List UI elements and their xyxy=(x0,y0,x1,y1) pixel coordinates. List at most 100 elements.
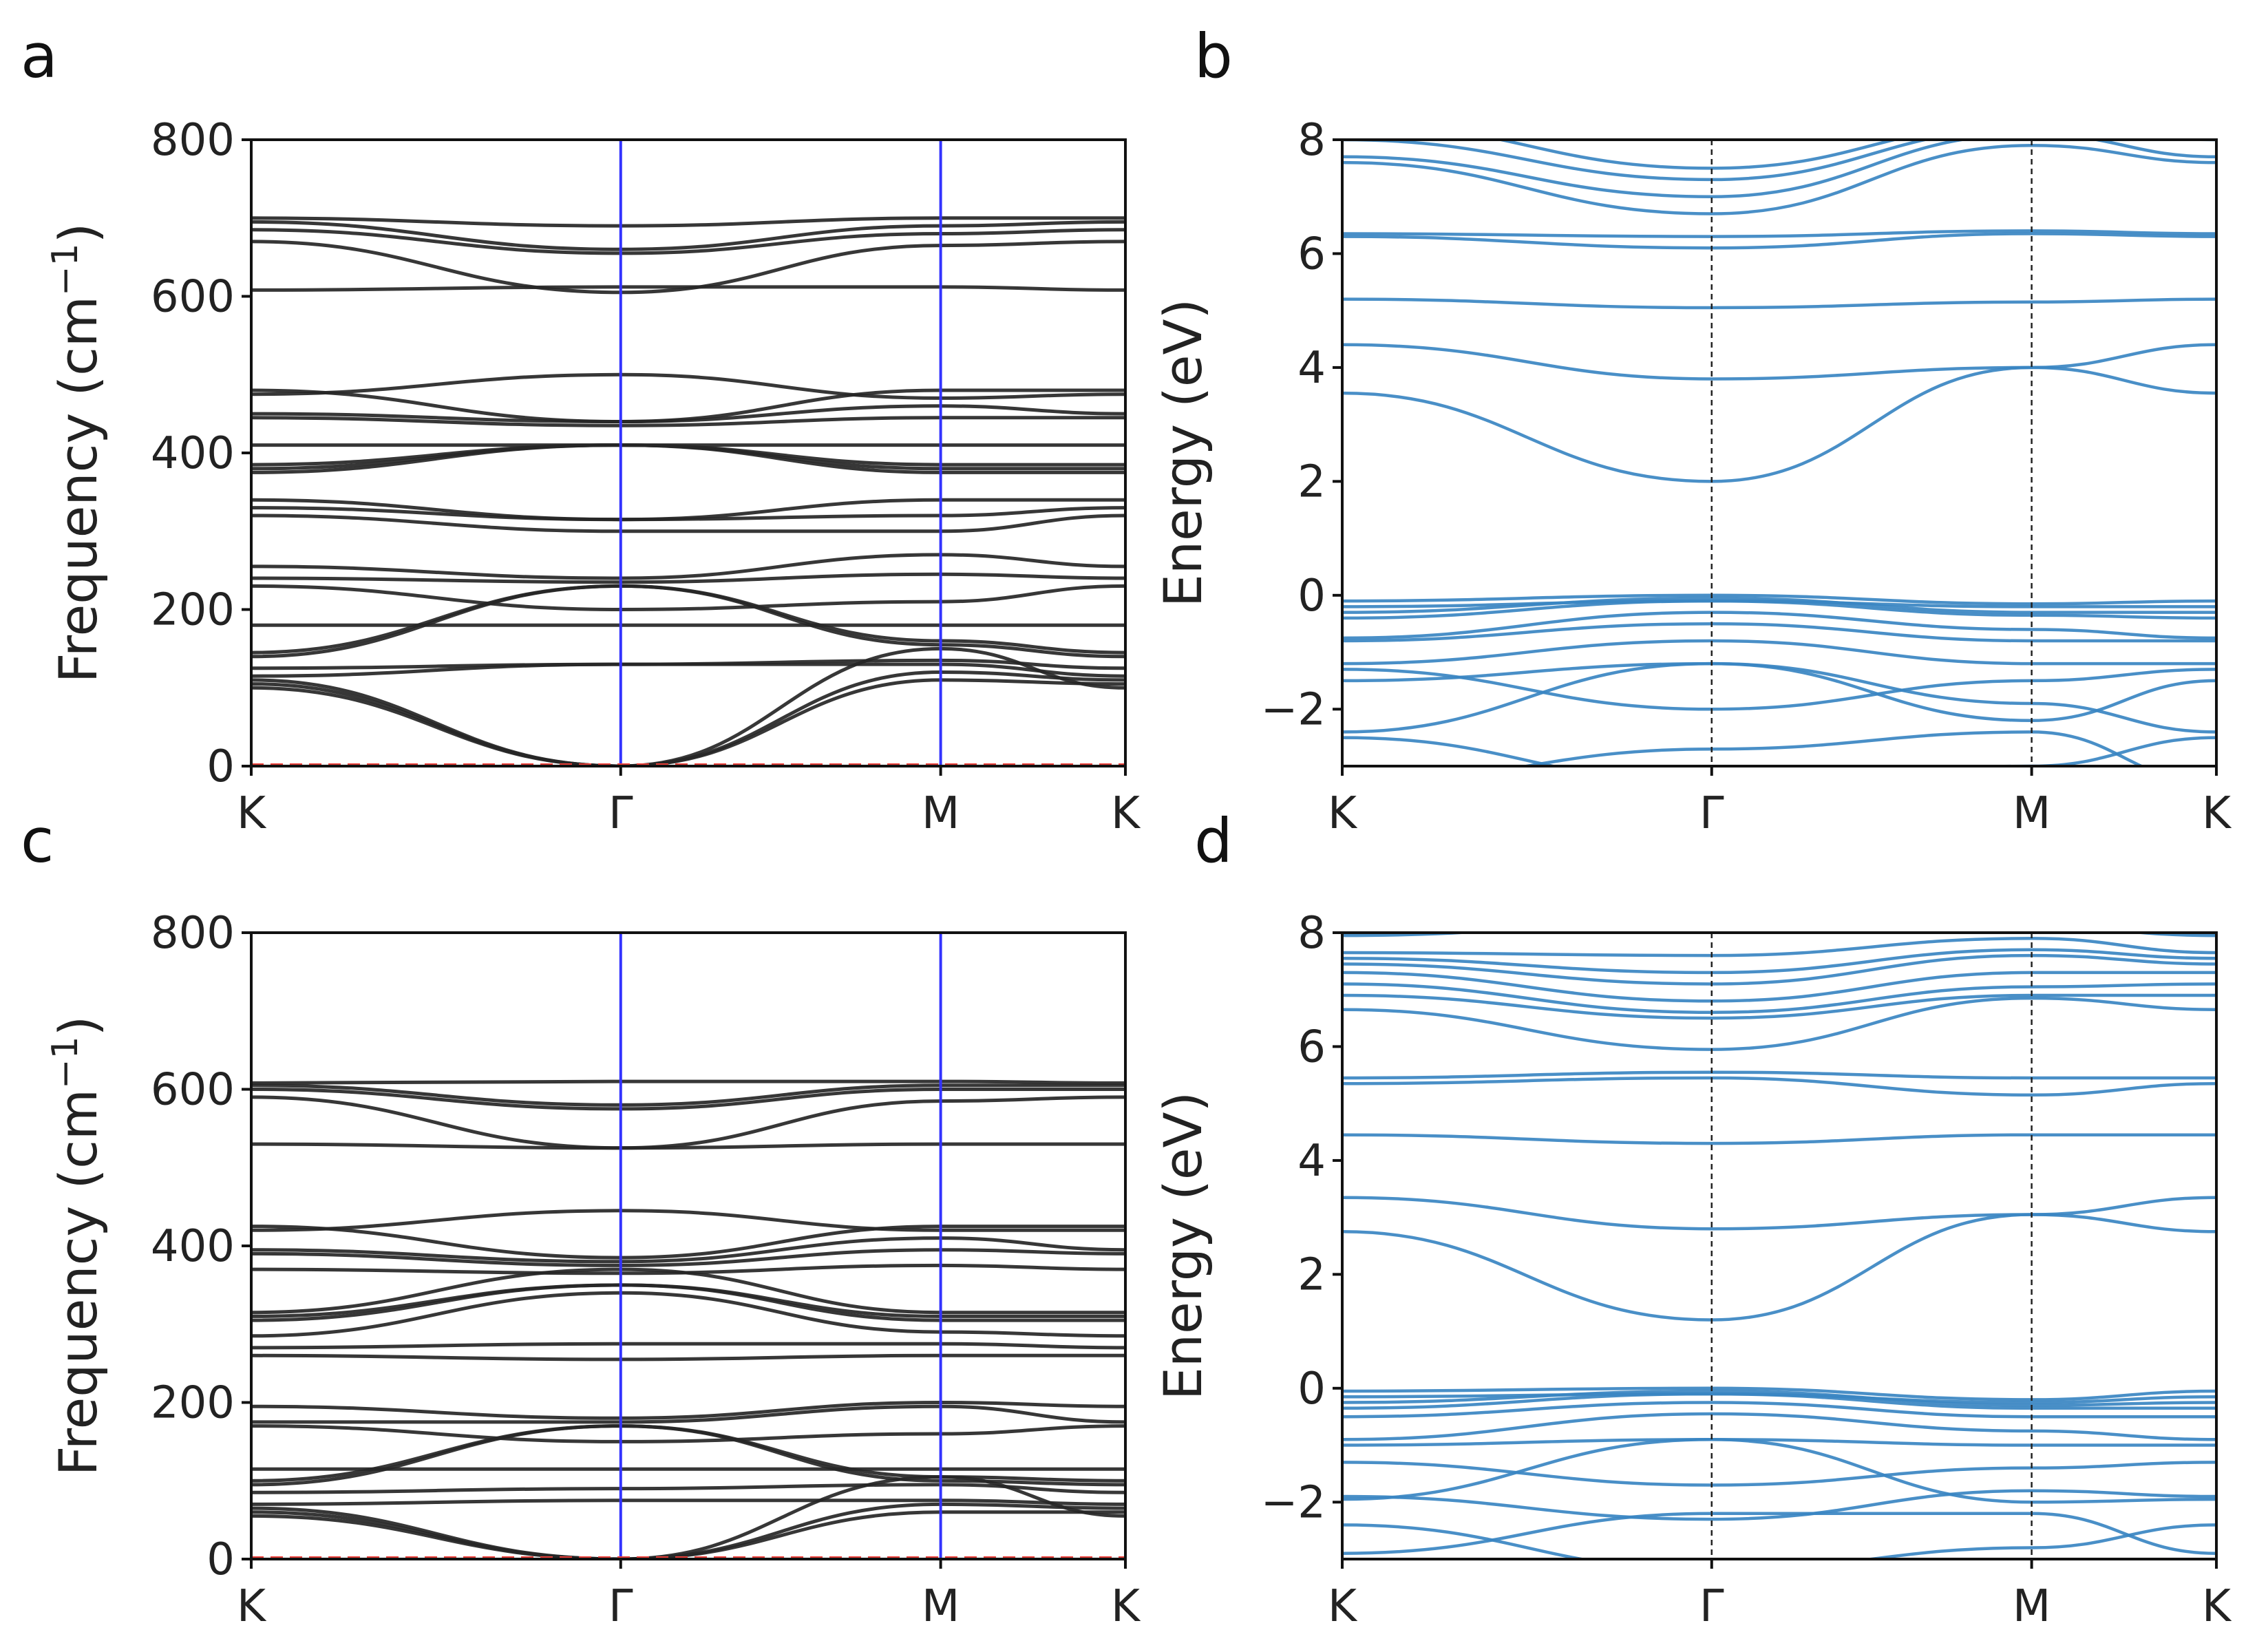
band-line-d-13 xyxy=(1342,1196,2216,1231)
axes-frame-c xyxy=(250,931,1127,1560)
x-tick-label-d-2: M xyxy=(2013,1581,2051,1632)
panel-letter-d: d xyxy=(1194,805,1233,876)
band-line-c-16 xyxy=(251,1267,1125,1315)
band-line-c-10 xyxy=(251,1400,1125,1420)
x-tick-label-c-2: M xyxy=(922,1581,960,1632)
band-line-a-10 xyxy=(251,553,1125,580)
band-line-d-16 xyxy=(1342,1070,2216,1080)
band-line-c-12 xyxy=(251,1342,1125,1350)
band-line-d-1 xyxy=(1342,1523,2216,1559)
band-lines xyxy=(251,1079,1125,1559)
band-line-d-11 xyxy=(1342,1386,2216,1401)
panel-a: a 0 200 400 600 800 K Γ M K Frequency (cm−1) xyxy=(21,21,1141,839)
band-line-a-26 xyxy=(251,216,1125,228)
band-line-c-13 xyxy=(251,1291,1125,1338)
y-tick-label-d-1: 0 xyxy=(1297,1364,1326,1415)
band-line-b-3 xyxy=(1342,661,2216,723)
y-tick-label-d-0: −2 xyxy=(1261,1477,1326,1528)
band-line-b-5 xyxy=(1342,639,2216,666)
x-tick-label-d-0: K xyxy=(1328,1581,1358,1632)
band-line-b-2 xyxy=(1342,661,2216,734)
y-tick-label-c-2: 400 xyxy=(151,1221,235,1272)
band-line-c-25 xyxy=(251,1083,1125,1107)
band-line-a-16 xyxy=(251,443,1125,467)
band-line-c-26 xyxy=(251,1079,1125,1085)
band-line-d-15 xyxy=(1342,1076,2216,1097)
panel-letter-a: a xyxy=(21,21,58,92)
band-line-a-19 xyxy=(251,404,1125,424)
y-tick-label-c-0: 0 xyxy=(206,1534,235,1585)
y-axis-label-b: Energy (eV) xyxy=(1152,299,1214,607)
band-line-a-22 xyxy=(251,285,1125,292)
panel-b: b −2 0 2 4 6 8 K Γ M K Energy (eV) xyxy=(1152,21,2232,839)
band-line-c-21 xyxy=(251,1225,1125,1260)
y-tick-label-a-3: 600 xyxy=(151,272,235,323)
y-axis-label-d: Energy (eV) xyxy=(1152,1092,1214,1400)
band-line-d-3 xyxy=(1342,1489,2216,1521)
band-line-d-0 xyxy=(1342,1512,2216,1555)
band-line-d-4 xyxy=(1342,1461,2216,1487)
band-line-d-22 xyxy=(1342,948,2216,975)
x-tick-label-a-1: Γ xyxy=(608,788,633,839)
band-line-a-1 xyxy=(251,678,1125,766)
band-line-d-21 xyxy=(1342,953,2216,986)
band-line-b-13 xyxy=(1342,343,2216,381)
band-line-d-2 xyxy=(1342,1438,2216,1504)
band-line-d-6 xyxy=(1342,1412,2216,1441)
band-line-a-8 xyxy=(251,584,1125,612)
band-line-d-10 xyxy=(1342,1392,2216,1404)
band-line-b-0 xyxy=(1517,730,2145,766)
x-tick-label-c-3: K xyxy=(1111,1581,1141,1632)
band-line-b-7 xyxy=(1342,611,2216,640)
y-tick-label-c-4: 800 xyxy=(151,908,235,959)
y-tick-label-a-2: 400 xyxy=(151,428,235,479)
band-line-a-9 xyxy=(251,572,1125,584)
y-tick-label-b-0: −2 xyxy=(1261,684,1326,735)
band-line-d-5 xyxy=(1342,1438,2216,1447)
band-line-c-8 xyxy=(251,1424,1125,1443)
y-tick-label-c-1: 200 xyxy=(151,1378,235,1429)
y-axis-label-c: Frequency (cm−1) xyxy=(45,1016,109,1476)
band-line-b-12 xyxy=(1342,366,2216,483)
x-tick-label-a-0: K xyxy=(237,788,267,839)
y-tick-label-a-4: 800 xyxy=(151,115,235,166)
band-line-c-3 xyxy=(251,1499,1125,1506)
band-line-d-23 xyxy=(1342,937,2216,957)
band-line-a-0 xyxy=(251,646,1125,766)
y-tick-label-a-0: 0 xyxy=(206,741,235,792)
band-line-c-0 xyxy=(251,1475,1125,1559)
x-tick-label-b-2: M xyxy=(2013,788,2051,839)
band-line-b-1 xyxy=(1342,736,2216,766)
x-tick-label-d-3: K xyxy=(2202,1581,2232,1632)
band-line-d-20 xyxy=(1342,971,2216,1003)
x-tick-label-c-1: Γ xyxy=(608,1581,633,1632)
y-tick-label-b-1: 0 xyxy=(1297,571,1326,622)
y-tick-label-d-4: 6 xyxy=(1297,1021,1326,1072)
band-line-c-11 xyxy=(251,1353,1125,1362)
band-lines xyxy=(251,216,1125,766)
band-line-d-17 xyxy=(1342,996,2216,1051)
axes-frame-b xyxy=(1341,138,2218,767)
y-tick-label-b-5: 8 xyxy=(1297,115,1326,166)
x-tick-label-d-1: Γ xyxy=(1699,1581,1724,1632)
band-line-b-11 xyxy=(1342,593,2216,606)
band-line-b-14 xyxy=(1342,297,2216,310)
band-line-c-6 xyxy=(251,1424,1125,1483)
band-line-c-24 xyxy=(251,1087,1125,1111)
band-line-c-18 xyxy=(251,1248,1125,1267)
band-line-c-17 xyxy=(251,1263,1125,1275)
band-line-b-18 xyxy=(1342,140,2216,198)
y-tick-label-d-5: 8 xyxy=(1297,908,1326,959)
band-line-b-8 xyxy=(1342,599,2216,620)
panel-c: c 0 200 400 600 800 K Γ M K Frequency (cm−1) xyxy=(21,805,1141,1632)
band-line-c-15 xyxy=(251,1283,1125,1318)
band-line-c-22 xyxy=(251,1142,1125,1150)
y-tick-label-c-3: 600 xyxy=(151,1065,235,1116)
band-line-a-21 xyxy=(251,388,1125,424)
band-line-c-1 xyxy=(251,1510,1125,1559)
band-line-a-24 xyxy=(251,228,1125,255)
band-line-a-13 xyxy=(251,498,1125,522)
y-tick-label-d-3: 4 xyxy=(1297,1136,1326,1187)
panel-letter-b: b xyxy=(1194,21,1233,92)
band-line-c-20 xyxy=(251,1209,1125,1232)
